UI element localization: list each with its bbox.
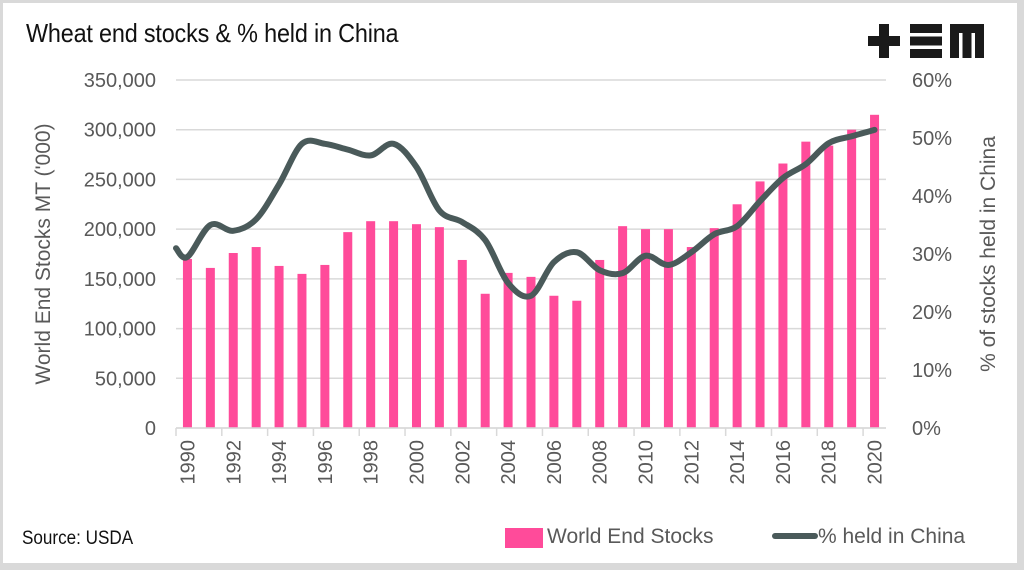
y2-tick-label: 10% bbox=[912, 360, 952, 382]
line-series-china-pct bbox=[173, 126, 878, 300]
x-tick-label: 1994 bbox=[269, 440, 291, 485]
bar-2004 bbox=[503, 272, 513, 428]
y-tick-label: 0 bbox=[145, 418, 156, 440]
y-tick-label: 250,000 bbox=[84, 169, 156, 191]
y2-tick-label: 0% bbox=[912, 418, 941, 440]
bar-2016 bbox=[778, 163, 788, 428]
y2-tick-label: 40% bbox=[912, 186, 952, 208]
x-tick-label: 2004 bbox=[498, 440, 520, 485]
source-note: Source: USDA bbox=[22, 528, 134, 549]
y2-tick-label: 60% bbox=[912, 70, 952, 92]
bar-1995 bbox=[297, 273, 307, 428]
x-tick-label: 2016 bbox=[773, 440, 795, 485]
x-tick-label: 2002 bbox=[452, 440, 474, 485]
bar-2020 bbox=[870, 114, 880, 429]
tem-logo-icon bbox=[868, 24, 984, 58]
bar-1992 bbox=[228, 253, 238, 428]
x-tick-label: 2012 bbox=[681, 440, 703, 485]
bar-2006 bbox=[549, 295, 559, 428]
bar-2003 bbox=[480, 293, 490, 428]
bar-1991 bbox=[205, 267, 215, 428]
bar-1999 bbox=[389, 221, 399, 428]
x-tick-label: 2006 bbox=[544, 440, 566, 485]
bar-2001 bbox=[434, 227, 444, 428]
y-axis-left-title: World End Stocks MT ('000) bbox=[32, 123, 55, 384]
x-tick-label: 2000 bbox=[406, 440, 428, 485]
bar-2002 bbox=[457, 259, 467, 428]
legend-label-pct-held-in-china: % held in China bbox=[818, 525, 965, 548]
x-tick-label: 1996 bbox=[315, 440, 337, 485]
x-tick-label: 2014 bbox=[727, 440, 749, 485]
bar-1996 bbox=[320, 264, 330, 428]
x-tick-label: 2010 bbox=[636, 440, 658, 485]
bar-2018 bbox=[824, 145, 834, 428]
bar-2012 bbox=[686, 247, 696, 428]
legend-label-world-end-stocks: World End Stocks bbox=[547, 525, 714, 548]
bar-2007 bbox=[572, 300, 582, 428]
y-axis-right-title: % of stocks held in China bbox=[977, 136, 1000, 372]
bar-1993 bbox=[251, 247, 261, 428]
y-tick-label: 200,000 bbox=[84, 219, 156, 241]
y2-tick-label: 30% bbox=[912, 244, 952, 266]
bar-1998 bbox=[366, 221, 376, 428]
y-tick-label: 350,000 bbox=[84, 70, 156, 92]
bar-2015 bbox=[755, 181, 765, 428]
x-tick-label: 2018 bbox=[819, 440, 841, 485]
y-tick-label: 100,000 bbox=[84, 319, 156, 341]
bar-2010 bbox=[641, 229, 651, 428]
legend: World End Stocks % held in China bbox=[505, 525, 965, 548]
bar-1997 bbox=[343, 232, 353, 428]
bar-2008 bbox=[595, 259, 605, 428]
x-tick-label: 2008 bbox=[590, 440, 612, 485]
y2-tick-label: 50% bbox=[912, 128, 952, 150]
bar-2013 bbox=[709, 228, 719, 428]
bar-2019 bbox=[847, 129, 857, 428]
x-tick-label: 1992 bbox=[223, 440, 245, 485]
x-tick-label: 1998 bbox=[361, 440, 383, 485]
x-tick-label: 1990 bbox=[177, 440, 199, 485]
bar-2005 bbox=[526, 276, 536, 428]
bar-2009 bbox=[618, 226, 628, 428]
bar-2011 bbox=[663, 229, 673, 428]
y-tick-label: 150,000 bbox=[84, 269, 156, 291]
y-tick-label: 300,000 bbox=[84, 120, 156, 142]
bar-2000 bbox=[411, 224, 421, 428]
y-tick-label: 50,000 bbox=[95, 368, 156, 390]
bar-1990 bbox=[182, 258, 192, 428]
bar-2017 bbox=[801, 141, 811, 428]
x-axis: 1990 1992 1994 1996 1998 2000 2002 2004 2006 2008… bbox=[175, 427, 887, 485]
y2-tick-label: 20% bbox=[912, 302, 952, 324]
y-axis-right: 0% 10% 20% 30% 40% 50% 60% bbox=[912, 70, 952, 440]
bar-series bbox=[182, 114, 880, 429]
bar-1994 bbox=[274, 265, 284, 428]
y-axis-left: 0 50,000 100,000 150,000 200,000 250,000 300,0… bbox=[84, 70, 156, 440]
chart-title: Wheat end stocks & % held in China bbox=[26, 18, 399, 48]
bar-2014 bbox=[732, 204, 742, 428]
x-tick-label: 2020 bbox=[865, 440, 887, 485]
legend-bar-swatch bbox=[505, 528, 543, 548]
